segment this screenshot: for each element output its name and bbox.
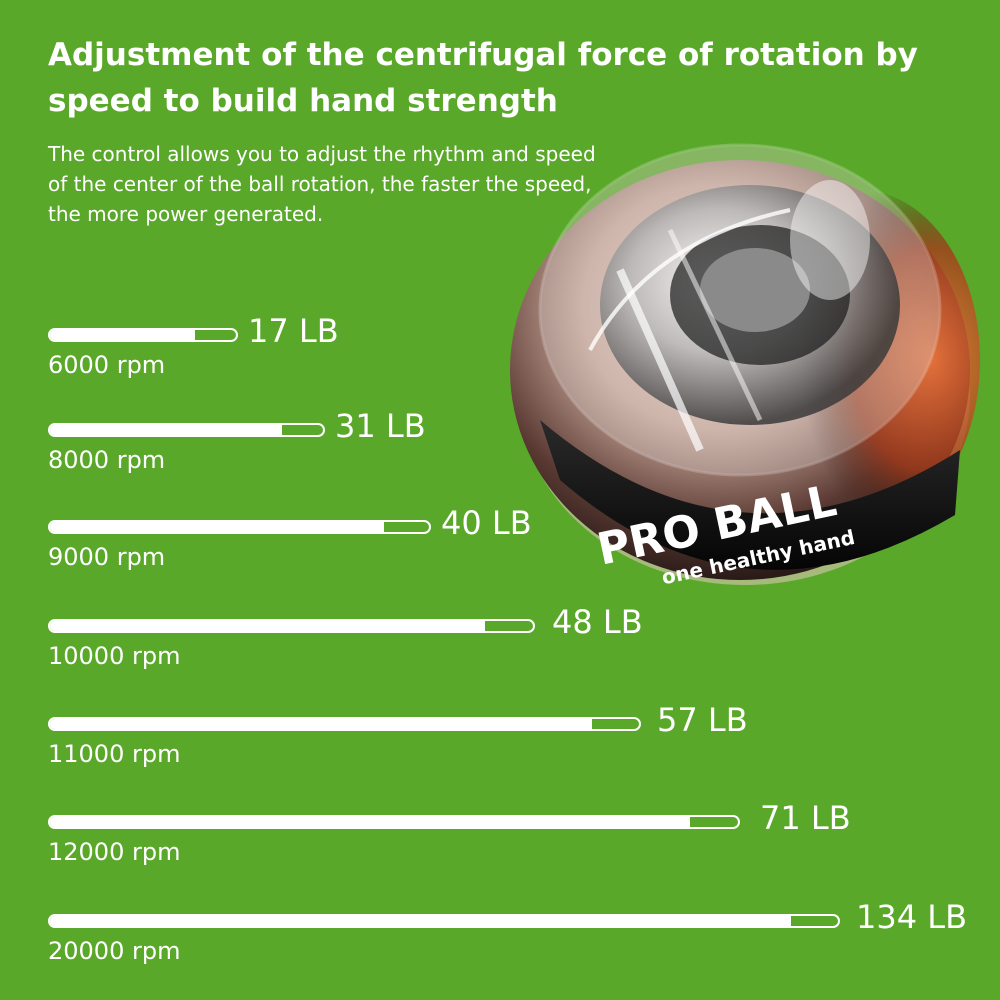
level-fill	[50, 621, 485, 631]
product-image: PRO BALL one healthy hand	[500, 120, 980, 600]
rpm-label: 11000 rpm	[48, 740, 181, 768]
rpm-label: 12000 rpm	[48, 838, 181, 866]
headline: Adjustment of the centrifugal force of r…	[48, 37, 918, 119]
level-track	[48, 815, 740, 829]
force-label: 71 LB	[760, 799, 851, 837]
description: The control allows you to adjust the rhy…	[48, 142, 596, 226]
level-track	[48, 619, 535, 633]
level-track	[48, 520, 431, 534]
force-label: 48 LB	[552, 603, 643, 641]
force-label: 31 LB	[335, 407, 426, 445]
speed-row: 134 LB 20000 rpm	[48, 898, 988, 984]
level-fill	[50, 522, 384, 532]
rpm-label: 8000 rpm	[48, 446, 166, 474]
level-track	[48, 423, 325, 437]
power-ball-illustration: PRO BALL one healthy hand	[510, 143, 980, 589]
rpm-label: 6000 rpm	[48, 351, 166, 379]
speed-row: 48 LB 10000 rpm	[48, 603, 988, 689]
level-fill	[50, 719, 592, 729]
rpm-label: 10000 rpm	[48, 642, 181, 670]
level-track	[48, 328, 238, 342]
rpm-label: 9000 rpm	[48, 543, 166, 571]
force-label: 17 LB	[248, 312, 339, 350]
level-track	[48, 717, 641, 731]
speed-row: 71 LB 12000 rpm	[48, 799, 988, 885]
level-fill	[50, 330, 196, 340]
force-label: 57 LB	[657, 701, 748, 739]
level-fill	[50, 817, 690, 827]
rpm-label: 20000 rpm	[48, 937, 181, 965]
level-fill	[50, 916, 791, 926]
level-track	[48, 914, 840, 928]
speed-row: 57 LB 11000 rpm	[48, 701, 988, 787]
force-label: 134 LB	[856, 898, 968, 936]
level-fill	[50, 425, 283, 435]
